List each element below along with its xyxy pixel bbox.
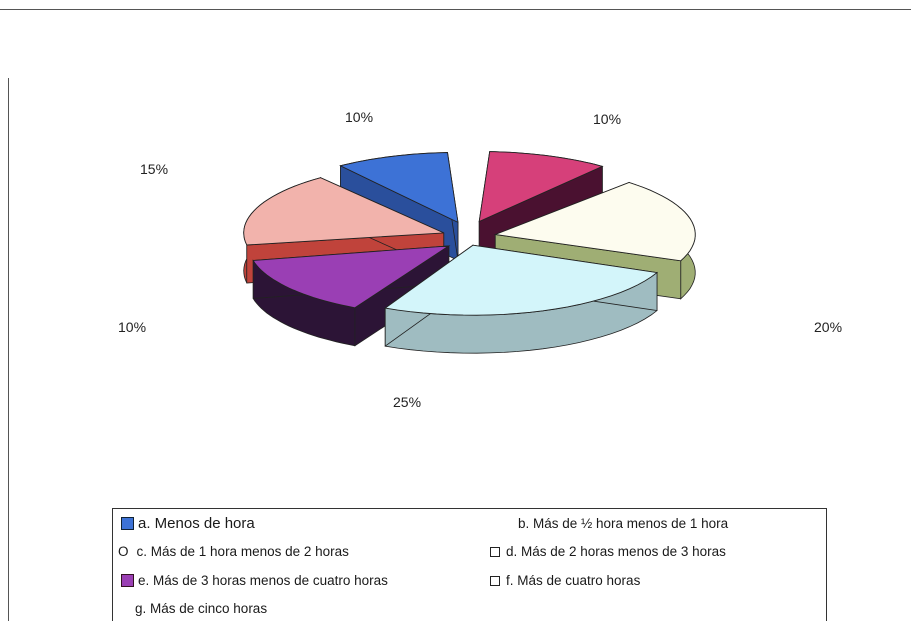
pie-slice-top-b xyxy=(478,151,604,223)
pie-slice-top-f xyxy=(243,177,444,246)
pie-label-d: 25% xyxy=(393,394,421,410)
legend-marker-a xyxy=(121,517,134,530)
legend-item-g: g. Más de cinco horas xyxy=(135,601,267,616)
pie-label-e: 10% xyxy=(118,319,146,335)
legend-label-d: d. Más de 2 horas menos de 3 horas xyxy=(506,544,726,559)
pie-slice-d xyxy=(384,244,659,354)
pie-chart: 10% 10% 20% 25% 10% 15% xyxy=(118,109,842,410)
legend-item-a: a. Menos de hora xyxy=(121,515,255,532)
left-rule xyxy=(8,78,9,621)
legend-marker-c: O xyxy=(118,544,129,559)
pie-label-b: 10% xyxy=(593,111,621,127)
pie-label-f: 15% xyxy=(140,161,168,177)
pie-label-c: 20% xyxy=(814,319,842,335)
legend-label-f: f. Más de cuatro horas xyxy=(506,573,641,588)
legend-item-b: b. Más de ½ hora menos de 1 hora xyxy=(518,516,728,531)
pie-label-a: 10% xyxy=(345,109,373,125)
pie-slice-top-e xyxy=(252,245,451,309)
pie-slice-top-a xyxy=(339,152,459,224)
legend: a. Menos de hora b. Más de ½ hora menos … xyxy=(112,508,827,621)
legend-marker-e xyxy=(121,574,134,587)
legend-marker-f xyxy=(490,575,500,586)
pie-slice-top-d xyxy=(384,244,659,316)
legend-item-e: e. Más de 3 horas menos de cuatro horas xyxy=(121,573,388,588)
legend-label-c: c. Más de 1 hora menos de 2 horas xyxy=(136,544,349,559)
legend-item-c: O c. Más de 1 hora menos de 2 horas xyxy=(118,544,349,559)
legend-marker-d xyxy=(490,546,500,557)
legend-label-e: e. Más de 3 horas menos de cuatro horas xyxy=(138,573,388,588)
legend-label-b: b. Más de ½ hora menos de 1 hora xyxy=(518,516,729,531)
pie-slice-top-c xyxy=(493,182,696,262)
legend-item-f: f. Más de cuatro horas xyxy=(490,573,640,588)
top-rule xyxy=(0,9,911,10)
legend-label-a: a. Menos de hora xyxy=(138,515,255,532)
legend-item-d: d. Más de 2 horas menos de 3 horas xyxy=(490,544,726,559)
legend-label-g: g. Más de cinco horas xyxy=(135,601,268,616)
